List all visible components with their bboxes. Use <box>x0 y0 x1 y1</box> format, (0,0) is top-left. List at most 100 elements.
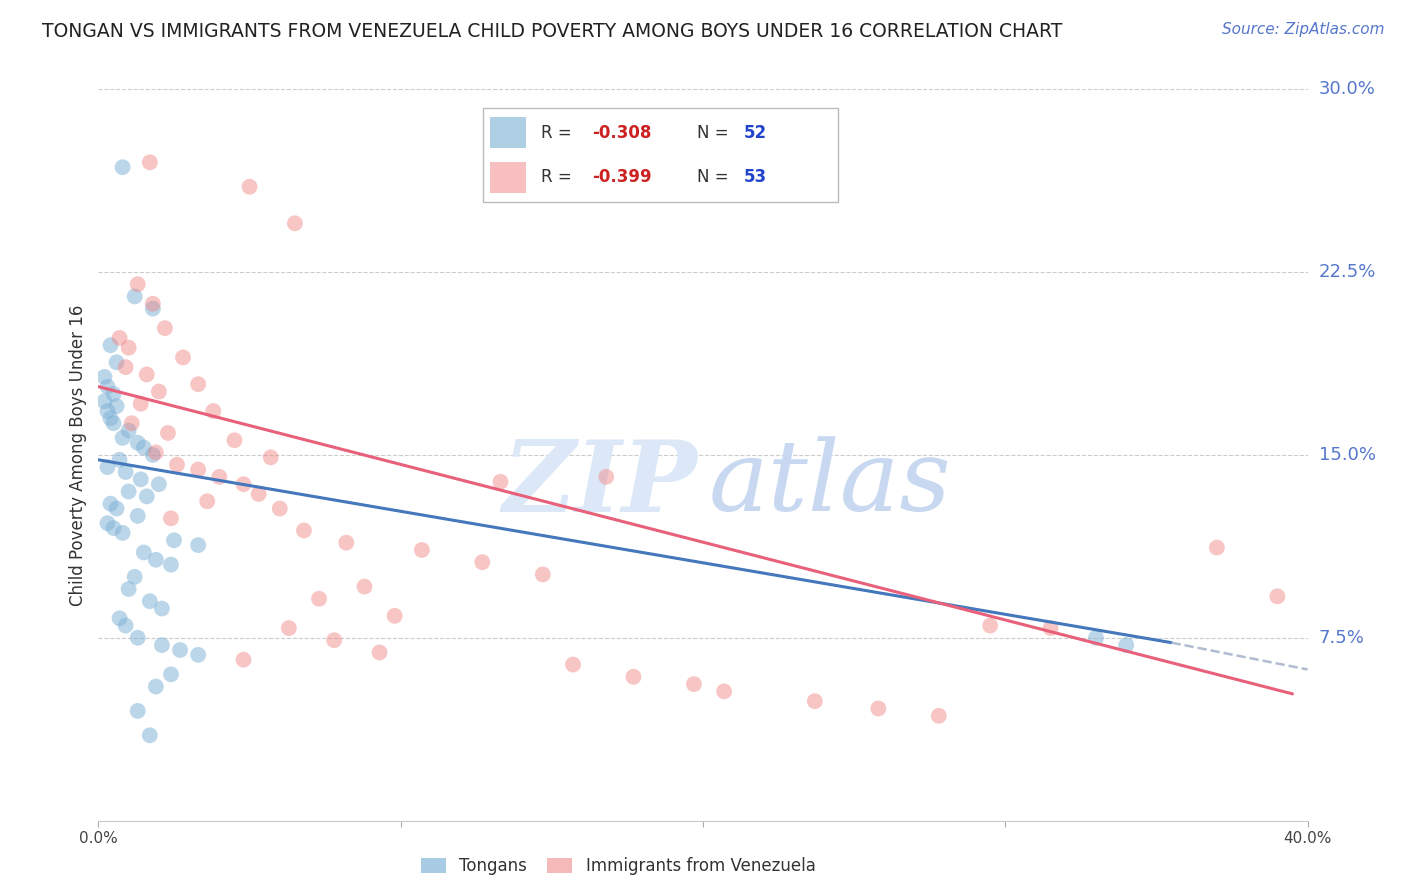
Point <box>139 594 162 608</box>
Point <box>224 434 246 448</box>
Point <box>103 416 125 430</box>
Point <box>100 411 122 425</box>
Point <box>232 477 254 491</box>
Point <box>156 425 179 440</box>
Point <box>713 684 735 698</box>
Point <box>1206 541 1229 555</box>
Point <box>118 341 141 355</box>
Point <box>260 450 283 465</box>
Point <box>172 351 194 365</box>
Point <box>114 465 136 479</box>
Point <box>135 489 157 503</box>
Point <box>804 694 827 708</box>
Point <box>124 570 146 584</box>
Point <box>118 484 141 499</box>
Point <box>277 621 299 635</box>
Point <box>247 487 270 501</box>
Point <box>142 297 165 311</box>
Point <box>239 179 262 194</box>
Point <box>127 631 149 645</box>
Point <box>1085 631 1108 645</box>
Point <box>96 379 118 393</box>
Point <box>166 458 188 472</box>
Point <box>411 543 433 558</box>
Point <box>111 160 134 174</box>
Point <box>121 416 143 430</box>
Point <box>114 360 136 375</box>
Point <box>160 558 183 572</box>
Point <box>195 494 218 508</box>
Point <box>683 677 706 691</box>
Point <box>187 462 209 476</box>
Point <box>148 477 170 491</box>
Point <box>353 580 375 594</box>
Point <box>108 331 131 345</box>
Point <box>114 618 136 632</box>
Point <box>595 470 617 484</box>
Point <box>160 511 183 525</box>
Point <box>129 397 152 411</box>
Point <box>979 618 1001 632</box>
Point <box>868 701 890 715</box>
Point <box>118 424 141 438</box>
Point <box>208 470 231 484</box>
Point <box>1115 638 1137 652</box>
Text: 22.5%: 22.5% <box>1319 263 1376 281</box>
Point <box>129 472 152 486</box>
Point <box>145 445 167 459</box>
Point <box>471 555 494 569</box>
Point <box>928 708 950 723</box>
Point <box>1265 590 1288 604</box>
Point <box>105 501 128 516</box>
Point <box>132 545 155 559</box>
Text: 15.0%: 15.0% <box>1319 446 1375 464</box>
Point <box>323 633 346 648</box>
Point <box>124 289 146 303</box>
Point <box>93 394 115 409</box>
Point <box>100 497 122 511</box>
Point <box>139 155 162 169</box>
Point <box>103 521 125 535</box>
Point <box>139 728 162 742</box>
Point <box>1039 621 1062 635</box>
Point <box>135 368 157 382</box>
Text: Source: ZipAtlas.com: Source: ZipAtlas.com <box>1222 22 1385 37</box>
Point <box>127 704 149 718</box>
Point <box>145 553 167 567</box>
Point <box>108 452 131 467</box>
Text: 7.5%: 7.5% <box>1319 629 1365 647</box>
Text: atlas: atlas <box>709 436 952 532</box>
Point <box>108 611 131 625</box>
Point <box>160 667 183 681</box>
Point <box>148 384 170 399</box>
Point <box>150 638 173 652</box>
Point <box>127 508 149 523</box>
Point <box>142 301 165 316</box>
Point <box>169 643 191 657</box>
Point <box>187 377 209 392</box>
Point <box>100 338 122 352</box>
Point <box>127 435 149 450</box>
Point <box>105 355 128 369</box>
Point <box>142 448 165 462</box>
Point <box>93 370 115 384</box>
Point <box>96 460 118 475</box>
Point <box>187 538 209 552</box>
Point <box>531 567 554 582</box>
Point <box>308 591 330 606</box>
Point <box>202 404 225 418</box>
Point <box>127 277 149 292</box>
Point <box>623 670 645 684</box>
Point <box>103 387 125 401</box>
Point <box>335 535 357 549</box>
Point <box>284 216 307 230</box>
Point <box>111 525 134 540</box>
Y-axis label: Child Poverty Among Boys Under 16: Child Poverty Among Boys Under 16 <box>69 304 87 606</box>
Point <box>96 516 118 531</box>
Point <box>384 608 406 623</box>
Point <box>111 431 134 445</box>
Text: 30.0%: 30.0% <box>1319 80 1375 98</box>
Point <box>153 321 176 335</box>
Legend: Tongans, Immigrants from Venezuela: Tongans, Immigrants from Venezuela <box>415 850 823 882</box>
Point <box>150 601 173 615</box>
